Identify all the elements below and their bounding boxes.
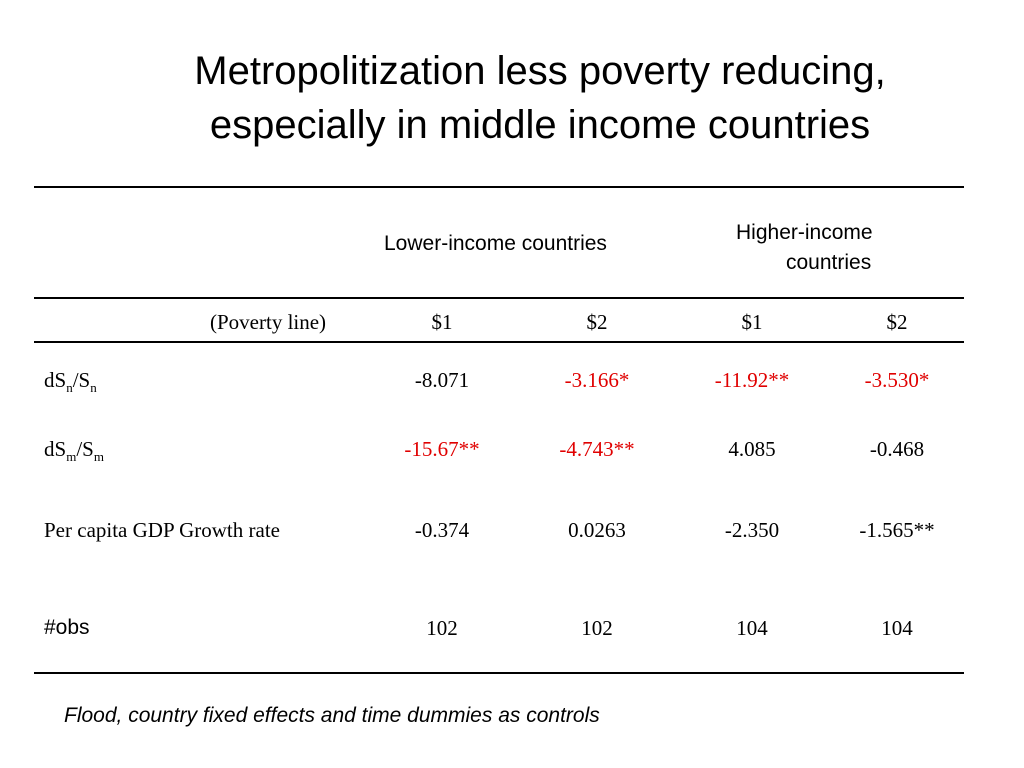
title-line-2: especially in middle income countries [209, 103, 871, 147]
cell-dsm-higher-1: 4.085 [728, 437, 776, 461]
cell-dsn-lower-2: -3.166* [564, 368, 630, 392]
cell-gdp-lower-2: 0.0263 [568, 518, 626, 542]
cell-dsm-lower-1: -15.67** [404, 437, 480, 461]
cell-obs-higher-2: 104 [881, 616, 913, 640]
row-label-dsm-slash: /S [76, 437, 94, 461]
cell-obs-lower-1: 102 [426, 616, 458, 640]
table-subheader-rule [34, 341, 964, 343]
row-label-dsn-sub2: n [90, 380, 97, 396]
poverty-line-label: (Poverty line) [210, 310, 327, 334]
row-label-dsm-sub2: m [93, 449, 104, 465]
cell-obs-higher-1: 104 [736, 616, 768, 640]
table-header-rule [34, 297, 964, 299]
poverty-line-lower-2: $2 [586, 310, 608, 334]
poverty-line-higher-2: $2 [886, 310, 908, 334]
header-higher-line-1: Higher-income [736, 221, 873, 244]
poverty-line-higher-1: $1 [741, 310, 763, 334]
row-label-dsm: dSm/Sm [44, 437, 104, 465]
cell-gdp-lower-1: -0.374 [414, 518, 470, 542]
row-label-gdp-growth: Per capita GDP Growth rate [44, 518, 280, 542]
row-label-dsn: dSn/Sn [44, 368, 97, 396]
poverty-line-lower-1: $1 [431, 310, 453, 334]
header-higher-line-2: countries [786, 251, 872, 274]
row-label-dsn-main: dS [44, 368, 67, 392]
cell-dsm-higher-2: -0.468 [869, 437, 925, 461]
title-line-1: Metropolitization less poverty reducing, [194, 49, 886, 93]
cell-gdp-higher-2: -1.565** [859, 518, 935, 542]
header-lower-income: Lower-income countries [384, 232, 607, 255]
row-label-dsn-sub1: n [66, 380, 73, 396]
table-top-rule [34, 186, 964, 188]
header-higher-income: Higher-income countries [728, 218, 938, 278]
cell-dsm-lower-2: -4.743** [559, 437, 635, 461]
cell-gdp-higher-1: -2.350 [724, 518, 780, 542]
row-label-dsm-sub1: m [66, 449, 77, 465]
cell-dsn-lower-1: -8.071 [414, 368, 470, 392]
cell-obs-lower-2: 102 [581, 616, 613, 640]
row-label-dsm-main: dS [44, 437, 67, 461]
cell-dsn-higher-1: -11.92** [714, 368, 790, 392]
row-label-dsn-slash: /S [72, 368, 91, 392]
page-title: Metropolitization less poverty reducing,… [60, 44, 1020, 152]
row-label-obs: #obs [44, 616, 90, 639]
footnote: Flood, country fixed effects and time du… [64, 704, 600, 727]
table-bottom-rule [34, 672, 964, 674]
cell-dsn-higher-2: -3.530* [864, 368, 930, 392]
